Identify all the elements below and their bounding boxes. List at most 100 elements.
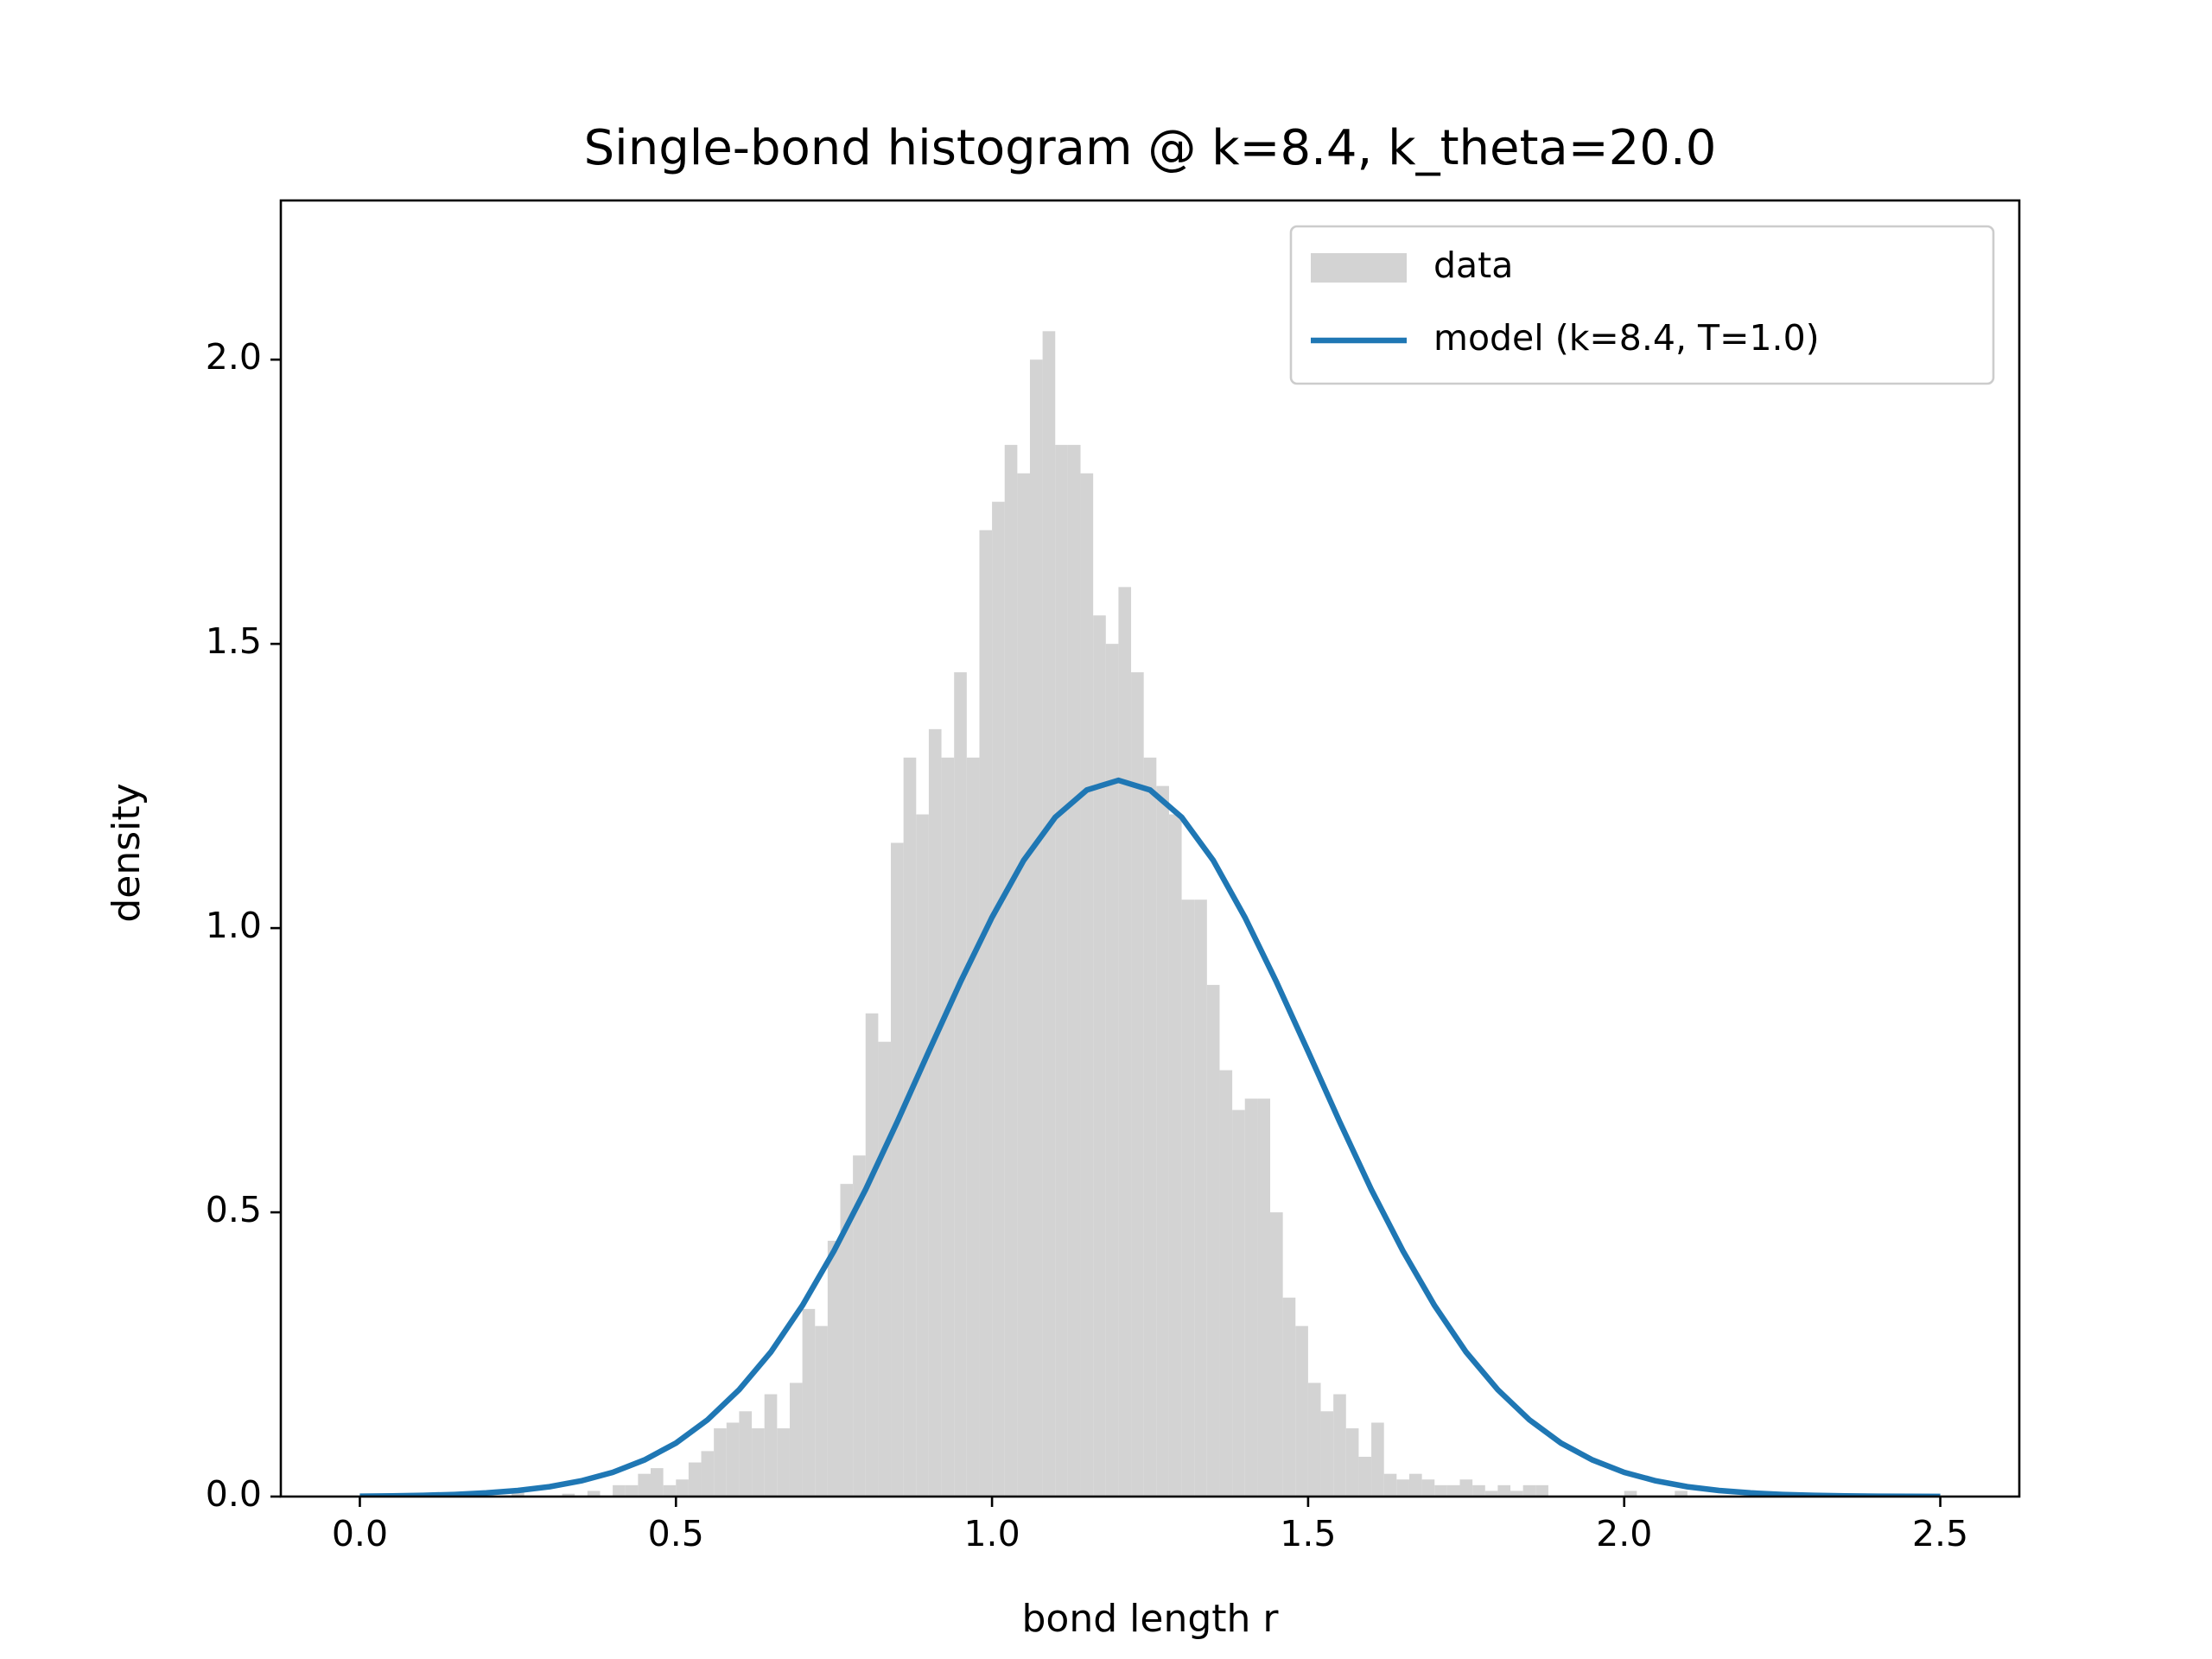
x-tick-label: 0.5 xyxy=(648,1513,704,1554)
y-tick-label: 2.0 xyxy=(206,336,262,378)
histogram-bar xyxy=(1484,1491,1498,1497)
histogram-bar xyxy=(663,1484,677,1497)
legend-patch xyxy=(1311,253,1407,283)
histogram-bar xyxy=(1257,1098,1271,1497)
histogram-bar xyxy=(1029,359,1043,1497)
histogram-bar xyxy=(992,501,1005,1497)
histogram-bar xyxy=(1118,587,1132,1497)
histogram-bar xyxy=(815,1325,828,1497)
histogram-bar xyxy=(1333,1394,1346,1497)
histogram-bar xyxy=(752,1428,765,1497)
histogram-bar xyxy=(1232,1109,1245,1497)
histogram-bar xyxy=(1105,644,1119,1497)
histogram-bar xyxy=(1282,1297,1296,1497)
legend-label: data xyxy=(1433,245,1513,286)
histogram-bar xyxy=(840,1184,854,1497)
histogram-bar xyxy=(701,1451,715,1497)
histogram-bar xyxy=(954,672,967,1497)
histogram-bar xyxy=(1143,757,1157,1497)
histogram-bar xyxy=(777,1428,790,1497)
histogram-bar xyxy=(587,1491,601,1497)
histogram-bar xyxy=(1219,1070,1233,1497)
histogram-bar xyxy=(1004,444,1018,1497)
histogram-bar xyxy=(1421,1479,1435,1497)
histogram-bar xyxy=(1535,1484,1548,1497)
histogram-bar xyxy=(916,814,929,1497)
histogram-bar xyxy=(1510,1491,1523,1497)
histogram-bar xyxy=(714,1428,727,1497)
histogram-bar xyxy=(1194,899,1207,1497)
histogram-bar xyxy=(1093,615,1106,1497)
histogram-bar xyxy=(802,1308,816,1497)
histogram-bar xyxy=(688,1462,702,1497)
histogram-bar xyxy=(625,1484,639,1497)
axes-frame xyxy=(279,199,2021,1498)
x-axis-label: bond length r xyxy=(1022,1597,1280,1641)
histogram-bar xyxy=(1168,814,1182,1497)
histogram-bar xyxy=(1206,984,1220,1497)
histogram-bar xyxy=(1345,1428,1359,1497)
histogram-bar xyxy=(613,1484,626,1497)
histogram-bar xyxy=(878,1041,892,1497)
histogram-bar xyxy=(1472,1484,1485,1497)
histogram-bar xyxy=(562,1493,575,1497)
histogram-bar xyxy=(1080,473,1094,1497)
x-tick-label: 1.0 xyxy=(963,1513,1020,1554)
legend-box xyxy=(1289,225,1995,385)
histogram-bar xyxy=(1371,1422,1384,1497)
histogram-bar xyxy=(979,530,993,1497)
histogram-bar xyxy=(891,842,904,1497)
histogram-bar xyxy=(928,728,942,1497)
series-group xyxy=(359,331,1941,1497)
histogram-bar xyxy=(1017,473,1030,1497)
histogram-bar xyxy=(1307,1382,1321,1497)
y-axis-label: density xyxy=(105,783,149,922)
histogram-bar xyxy=(1459,1479,1473,1497)
histogram-bar xyxy=(903,757,917,1497)
histogram-bar xyxy=(1624,1491,1637,1497)
histogram-bar xyxy=(764,1394,778,1497)
histogram-bar xyxy=(853,1155,866,1497)
legend-label: model (k=8.4, T=1.0) xyxy=(1433,317,1820,359)
histogram-bar xyxy=(1295,1325,1308,1497)
histogram-bar xyxy=(1181,899,1195,1497)
x-tick-label: 1.5 xyxy=(1280,1513,1336,1554)
histogram-bar xyxy=(726,1422,740,1497)
histogram-bar xyxy=(638,1473,652,1497)
histogram-bar xyxy=(966,757,980,1497)
histogram-bar xyxy=(865,1013,879,1497)
histogram-bar xyxy=(827,1240,841,1497)
histogram-bar xyxy=(1156,785,1169,1497)
histogram-bar xyxy=(1055,444,1068,1497)
plot-area: 0.0 0.5 1.0 1.5 2.0 2.5 0.0 0.5 1.0 1.5 2.0 data mod… xyxy=(206,199,2021,1554)
histogram-bar xyxy=(1434,1484,1447,1497)
y-tick-label: 1.5 xyxy=(206,620,262,662)
x-tick-label: 0.0 xyxy=(332,1513,388,1554)
histogram-bar xyxy=(1497,1484,1511,1497)
x-tick-label: 2.0 xyxy=(1596,1513,1652,1554)
histogram-bar xyxy=(1446,1484,1460,1497)
histogram-bar xyxy=(1396,1479,1409,1497)
histogram-bar xyxy=(1383,1473,1397,1497)
histogram-bar xyxy=(1131,672,1144,1497)
histogram-bar xyxy=(676,1479,689,1497)
y-tick-label: 0.0 xyxy=(206,1473,262,1515)
chart-title: Single-bond histogram @ k=8.4, k_theta=2… xyxy=(584,120,1717,176)
y-tick-label: 0.5 xyxy=(206,1189,262,1230)
histogram-bar xyxy=(651,1468,664,1497)
histogram-bar xyxy=(789,1382,803,1497)
x-tick-label: 2.5 xyxy=(1912,1513,1968,1554)
histogram-bar xyxy=(1042,331,1056,1497)
histogram-bar xyxy=(941,757,955,1497)
histogram-bar xyxy=(1675,1491,1688,1497)
histogram-bar xyxy=(739,1411,753,1497)
histogram-bar xyxy=(512,1491,524,1497)
y-tick-label: 1.0 xyxy=(206,905,262,946)
histogram-bar xyxy=(1270,1212,1283,1497)
histogram-bar xyxy=(1408,1473,1422,1497)
histogram-bar xyxy=(1522,1484,1536,1497)
histogram-bar xyxy=(1320,1411,1334,1497)
histogram-bar xyxy=(1244,1098,1258,1497)
model-line xyxy=(359,777,1941,1497)
